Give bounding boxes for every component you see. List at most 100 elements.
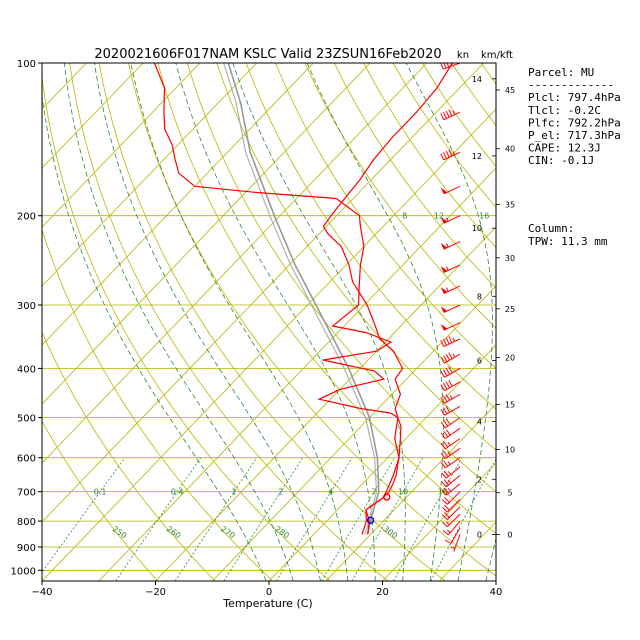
- wind-barb-staff: [446, 513, 461, 528]
- height-axis: 0 2 4 6 8 10 12 14 0 5 10 15 20 25 30 35 40 45: [472, 75, 515, 540]
- wind-barb-staff: [443, 322, 461, 331]
- km-tick-label: 14: [472, 75, 482, 84]
- parcel-info-panel: Parcel: MU-------------Plcl: 797.4hPaTlc…: [528, 66, 621, 167]
- moist-adiabat-line: [130, 63, 349, 581]
- wind-barb-half: [447, 441, 451, 446]
- dry-adiabat-line: [69, 63, 388, 581]
- wind-barb-staff: [445, 417, 461, 429]
- wind-barb-full: [440, 371, 445, 378]
- dry-adiabat-line: [42, 331, 216, 581]
- wind-barb: [440, 447, 461, 460]
- wind-barb-half: [452, 150, 456, 156]
- parcel-info-line: P_el: 717.3hPa: [528, 129, 621, 142]
- wind-barb: [440, 264, 461, 273]
- wind-barb-half: [447, 451, 451, 456]
- wind-barb: [440, 417, 461, 429]
- mixing-ratio-label: 2: [278, 488, 283, 497]
- wind-barb-staff: [443, 264, 461, 273]
- isotherm-line: [268, 344, 496, 581]
- mixing-ratio-line: [174, 457, 258, 581]
- wind-barb: [440, 241, 461, 250]
- wind-barb-full: [448, 352, 453, 359]
- mixing-ratio-label-upper: 24: [570, 212, 580, 221]
- wind-barb-full: [448, 366, 453, 374]
- dry-adiabat-line: [42, 420, 158, 581]
- wind-barb-half: [452, 110, 456, 115]
- parcel-info-line: Plfc: 792.2hPa: [528, 116, 621, 129]
- wind-barb: [440, 457, 461, 469]
- kft-tick-label: 5: [507, 489, 512, 498]
- column-info-line: Column:: [528, 222, 574, 235]
- wind-barb-full: [441, 499, 448, 505]
- wind-barb-full: [443, 470, 449, 477]
- parcel-profile-line-2: [223, 63, 378, 535]
- wind-barb-half: [447, 487, 452, 492]
- wind-barb-full: [443, 450, 449, 458]
- wind-barb-full: [445, 368, 451, 375]
- wind-barb-full: [448, 149, 453, 157]
- km-tick-label: 2: [477, 475, 482, 484]
- isotherm-line: [325, 403, 496, 581]
- wind-barb-full: [443, 395, 448, 403]
- wind-barb-full: [440, 63, 444, 70]
- wind-barb-full: [443, 63, 447, 69]
- wind-barb-half: [450, 546, 456, 549]
- mixing-ratio-line: [321, 457, 395, 581]
- wind-barb-staff: [445, 447, 461, 460]
- wind-barb: [440, 336, 461, 348]
- x-tick-label: 0: [266, 587, 272, 598]
- dry-adiabat-label: 270: [219, 524, 237, 540]
- wind-barb-flag: [440, 287, 448, 294]
- wind-barb: [440, 63, 461, 70]
- pressure-tick-label: 800: [17, 517, 36, 528]
- wind-barb: [450, 534, 461, 552]
- wind-barb-full: [440, 408, 445, 416]
- kft-tick-label: 15: [505, 400, 515, 409]
- isotherm-line: [98, 167, 496, 581]
- dry-adiabat-line: [216, 63, 496, 451]
- moist-adiabat-line: [232, 63, 406, 581]
- wind-barb-half: [446, 529, 451, 533]
- chart-title: 2020021606F017NAM KSLC Valid 23ZSUN16Feb…: [94, 47, 441, 62]
- wind-barb-flag: [440, 217, 448, 224]
- wind-barb-staff: [442, 63, 461, 70]
- kft-tick-label: 35: [505, 201, 515, 210]
- mixing-ratio-line: [430, 458, 496, 581]
- pressure-tick-label: 700: [17, 488, 36, 499]
- el-marker: [383, 493, 391, 501]
- wind-barb: [440, 427, 461, 440]
- moist-adiabat-line: [306, 63, 444, 581]
- wind-barb-flag: [440, 266, 448, 273]
- lcl-marker: [366, 516, 375, 524]
- wind-barb: [441, 491, 461, 505]
- wind-barb-staff: [443, 338, 461, 348]
- wind-barb-full: [440, 384, 445, 392]
- wind-barb-full: [440, 356, 445, 364]
- dry-adiabat-line: [245, 63, 496, 410]
- wind-barb-staff: [445, 438, 461, 450]
- dry-adiabat-line: [333, 63, 496, 289]
- mixing-ratio-label-upper: 12: [434, 212, 444, 221]
- wind-barb-staff: [445, 457, 461, 469]
- wind-barb-full: [440, 339, 445, 347]
- mixing-ratio-label: 1: [232, 488, 237, 497]
- wind-barb-half: [447, 461, 451, 465]
- mixing-ratio-label-upper: 16: [479, 212, 489, 221]
- wind-barb-half: [446, 287, 449, 292]
- mixing-ratio-label-upper: 20: [519, 212, 529, 221]
- wind-barb-full: [440, 113, 445, 121]
- isotherm-line: [42, 63, 484, 523]
- dry-adiabat-line: [98, 63, 446, 581]
- column-info-line: TPW: 11.3 mm: [528, 235, 608, 248]
- dry-adiabat-label: 300: [381, 524, 399, 540]
- wind-barb-staff: [446, 506, 461, 520]
- dewpoint-line: [153, 63, 402, 535]
- wind-barb-full: [442, 152, 447, 159]
- mixing-ratio-line: [393, 457, 463, 581]
- x-tick-label: −40: [31, 587, 52, 598]
- plot-frame: [41, 62, 497, 582]
- wind-barb-half: [446, 266, 449, 271]
- wind-barb-full: [445, 337, 450, 345]
- wind-barb: [440, 304, 461, 314]
